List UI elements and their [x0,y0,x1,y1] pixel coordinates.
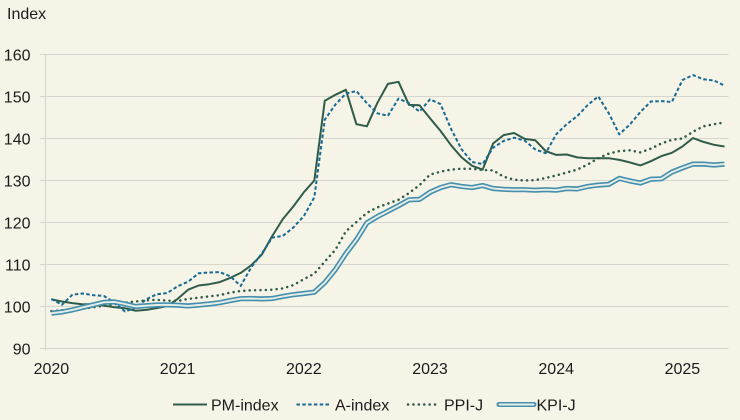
svg-text:120: 120 [4,215,31,232]
svg-text:2020: 2020 [34,361,70,378]
svg-text:Index: Index [7,6,46,23]
svg-text:2022: 2022 [286,361,322,378]
svg-text:KPI-J: KPI-J [537,397,576,414]
svg-text:130: 130 [4,173,31,190]
svg-text:PPI-J: PPI-J [444,397,483,414]
svg-text:A-index: A-index [335,397,389,414]
svg-text:2025: 2025 [665,361,701,378]
svg-text:160: 160 [4,47,31,64]
svg-text:110: 110 [5,257,31,274]
svg-text:100: 100 [4,299,31,316]
svg-text:2024: 2024 [538,361,574,378]
svg-text:PM-index: PM-index [211,397,279,414]
svg-text:90: 90 [13,341,31,358]
svg-text:2023: 2023 [412,361,448,378]
svg-text:150: 150 [4,89,31,106]
svg-text:140: 140 [4,131,31,148]
svg-text:2021: 2021 [160,361,196,378]
